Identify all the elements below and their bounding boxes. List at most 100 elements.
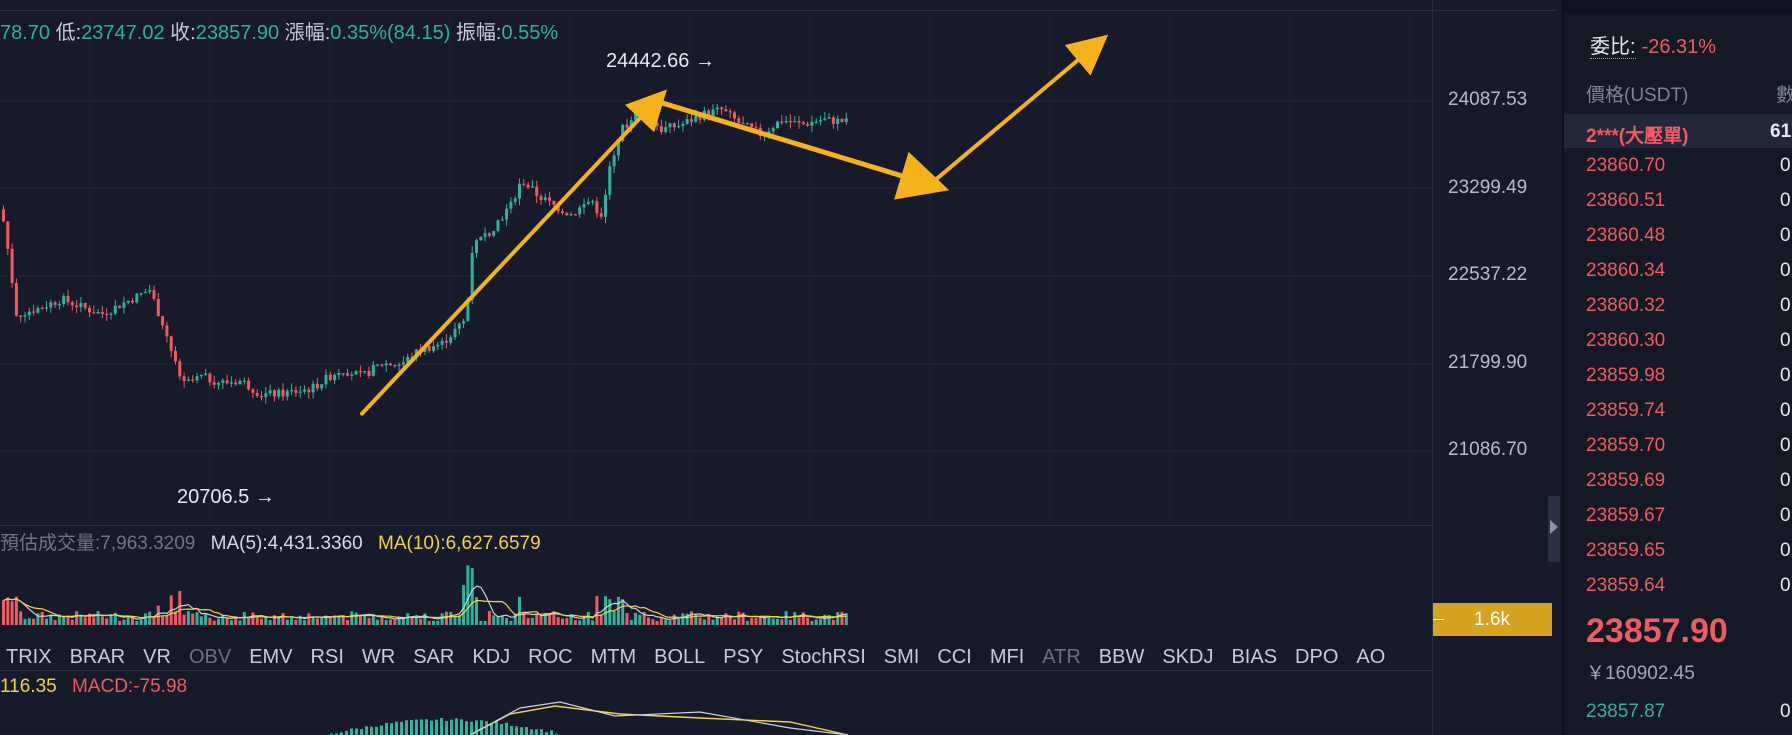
low-annotation: 20706.5 → — [177, 486, 275, 508]
volume-bar — [212, 620, 216, 625]
collapse-panel-button[interactable] — [1548, 496, 1560, 562]
volume-bar — [337, 616, 341, 625]
candle-body — [625, 124, 629, 128]
tab-dpo[interactable]: DPO — [1295, 645, 1339, 668]
ask-row[interactable]: 23859.98 0 — [1564, 358, 1792, 392]
tab-vr[interactable]: VR — [143, 645, 171, 668]
price-axis-label: 23299.49 — [1448, 177, 1528, 198]
tab-trix[interactable]: TRIX — [6, 645, 52, 668]
ask-row[interactable]: 23859.74 0 — [1564, 393, 1792, 427]
ask-row[interactable]: 23859.70 0 — [1564, 428, 1792, 462]
ask-row[interactable]: 23859.67 0 — [1564, 498, 1792, 532]
candle-body — [543, 197, 547, 201]
candle-body — [238, 380, 242, 385]
tab-bbw[interactable]: BBW — [1098, 645, 1145, 668]
volume-bar — [66, 616, 70, 625]
bid-row[interactable]: 23857.87 0 — [1586, 701, 1791, 723]
tab-mtm[interactable]: MTM — [590, 645, 637, 668]
ask-price: 23860.48 — [1586, 225, 1666, 246]
order-ratio-label[interactable]: 委比: — [1590, 36, 1636, 59]
ask-row[interactable]: 23860.34 0 — [1564, 253, 1792, 287]
volume-bar — [487, 611, 491, 625]
candle-body — [582, 204, 586, 208]
trend-arrow — [928, 34, 1109, 187]
last-price: 23857.90 — [1586, 612, 1728, 650]
volume-bar — [793, 612, 797, 625]
tab-stochrsi[interactable]: StochRSI — [781, 645, 866, 668]
ohlc-info: 78.70 低:23747.02 收:23857.90 漲幅:0.35%(84.… — [0, 16, 558, 45]
tab-kdj[interactable]: KDJ — [472, 645, 511, 668]
tab-roc[interactable]: ROC — [528, 645, 573, 668]
ask-row[interactable]: 23860.51 0 — [1564, 183, 1792, 217]
tab-rsi[interactable]: RSI — [310, 645, 344, 668]
volume-bar — [45, 618, 48, 625]
candle-body — [285, 390, 289, 397]
ask-row[interactable]: 23860.70 0 — [1564, 148, 1792, 182]
tab-emv[interactable]: EMV — [249, 645, 293, 668]
volume-bar — [311, 616, 315, 625]
volume-bar — [324, 615, 328, 625]
volume-bar — [444, 611, 448, 625]
volume-bar — [827, 614, 831, 625]
candle-body — [49, 302, 53, 308]
candle-body — [612, 155, 616, 167]
candle-body — [131, 300, 134, 303]
macd-bar — [500, 724, 503, 735]
tab-bias[interactable]: BIAS — [1231, 645, 1278, 668]
volume-bar — [410, 616, 414, 625]
tab-wr[interactable]: WR — [361, 645, 396, 668]
macd-bar — [375, 726, 378, 735]
chart-panel[interactable]: 78.70 低:23747.02 收:23857.90 漲幅:0.35%(84.… — [0, 0, 1560, 735]
ask-row[interactable]: 23860.32 0 — [1564, 288, 1792, 322]
volume-bar — [823, 614, 827, 625]
ask-row[interactable]: 23859.65 0 — [1564, 533, 1792, 567]
macd-bar — [455, 718, 458, 735]
ask-row[interactable]: 23859.64 0 — [1564, 568, 1792, 602]
tab-ao[interactable]: AO — [1356, 645, 1386, 668]
candle-body — [453, 328, 457, 338]
order-ratio-value: -26.31% — [1641, 36, 1717, 58]
volume-bar — [307, 613, 311, 625]
volume-bar — [797, 617, 801, 625]
volume-bar — [303, 620, 306, 625]
tab-sar[interactable]: SAR — [413, 645, 455, 668]
candle-body — [694, 115, 698, 122]
tab-atr[interactable]: ATR — [1042, 645, 1081, 668]
candle-body — [376, 364, 380, 366]
volume-bar — [492, 615, 496, 625]
candle-body — [466, 299, 470, 322]
volume-bar — [247, 617, 251, 625]
volume-bar — [449, 611, 453, 625]
tab-obv[interactable]: OBV — [188, 645, 232, 668]
volume-bar — [625, 612, 629, 625]
ask-row[interactable]: 23859.69 0 — [1564, 463, 1792, 497]
macd-bar — [530, 729, 533, 735]
volume-axis-tag: 1.6k — [1432, 603, 1552, 636]
tab-psy[interactable]: PSY — [723, 645, 764, 668]
macd-bar — [370, 726, 373, 735]
candle-body — [70, 302, 74, 306]
orderbook-big-order-row[interactable]: 2***(大壓單) 61 — [1564, 114, 1792, 148]
candle-body — [604, 194, 607, 217]
volume-bar — [251, 612, 255, 625]
candle-body — [573, 214, 577, 216]
ask-row[interactable]: 23860.30 0 — [1564, 323, 1792, 357]
volume-bar — [741, 612, 745, 625]
volume-bar — [354, 612, 358, 625]
tab-boll[interactable]: BOLL — [654, 645, 706, 668]
candle-body — [406, 357, 410, 363]
tab-brar[interactable]: BRAR — [69, 645, 126, 668]
ask-row[interactable]: 23860.48 0 — [1564, 218, 1792, 252]
tab-smi[interactable]: SMI — [883, 645, 920, 668]
tab-mfi[interactable]: MFI — [989, 645, 1025, 668]
macd-bar — [555, 733, 558, 735]
tab-skdj[interactable]: SKDJ — [1162, 645, 1214, 668]
macd-bar — [505, 722, 508, 735]
volume-bar — [380, 616, 384, 625]
macd-bar — [495, 721, 498, 735]
volume-bar — [629, 620, 633, 625]
chart-canvas[interactable] — [0, 0, 1556, 735]
tab-cci[interactable]: CCI — [937, 645, 972, 668]
candle-body — [354, 371, 358, 375]
candle-body — [156, 298, 160, 317]
